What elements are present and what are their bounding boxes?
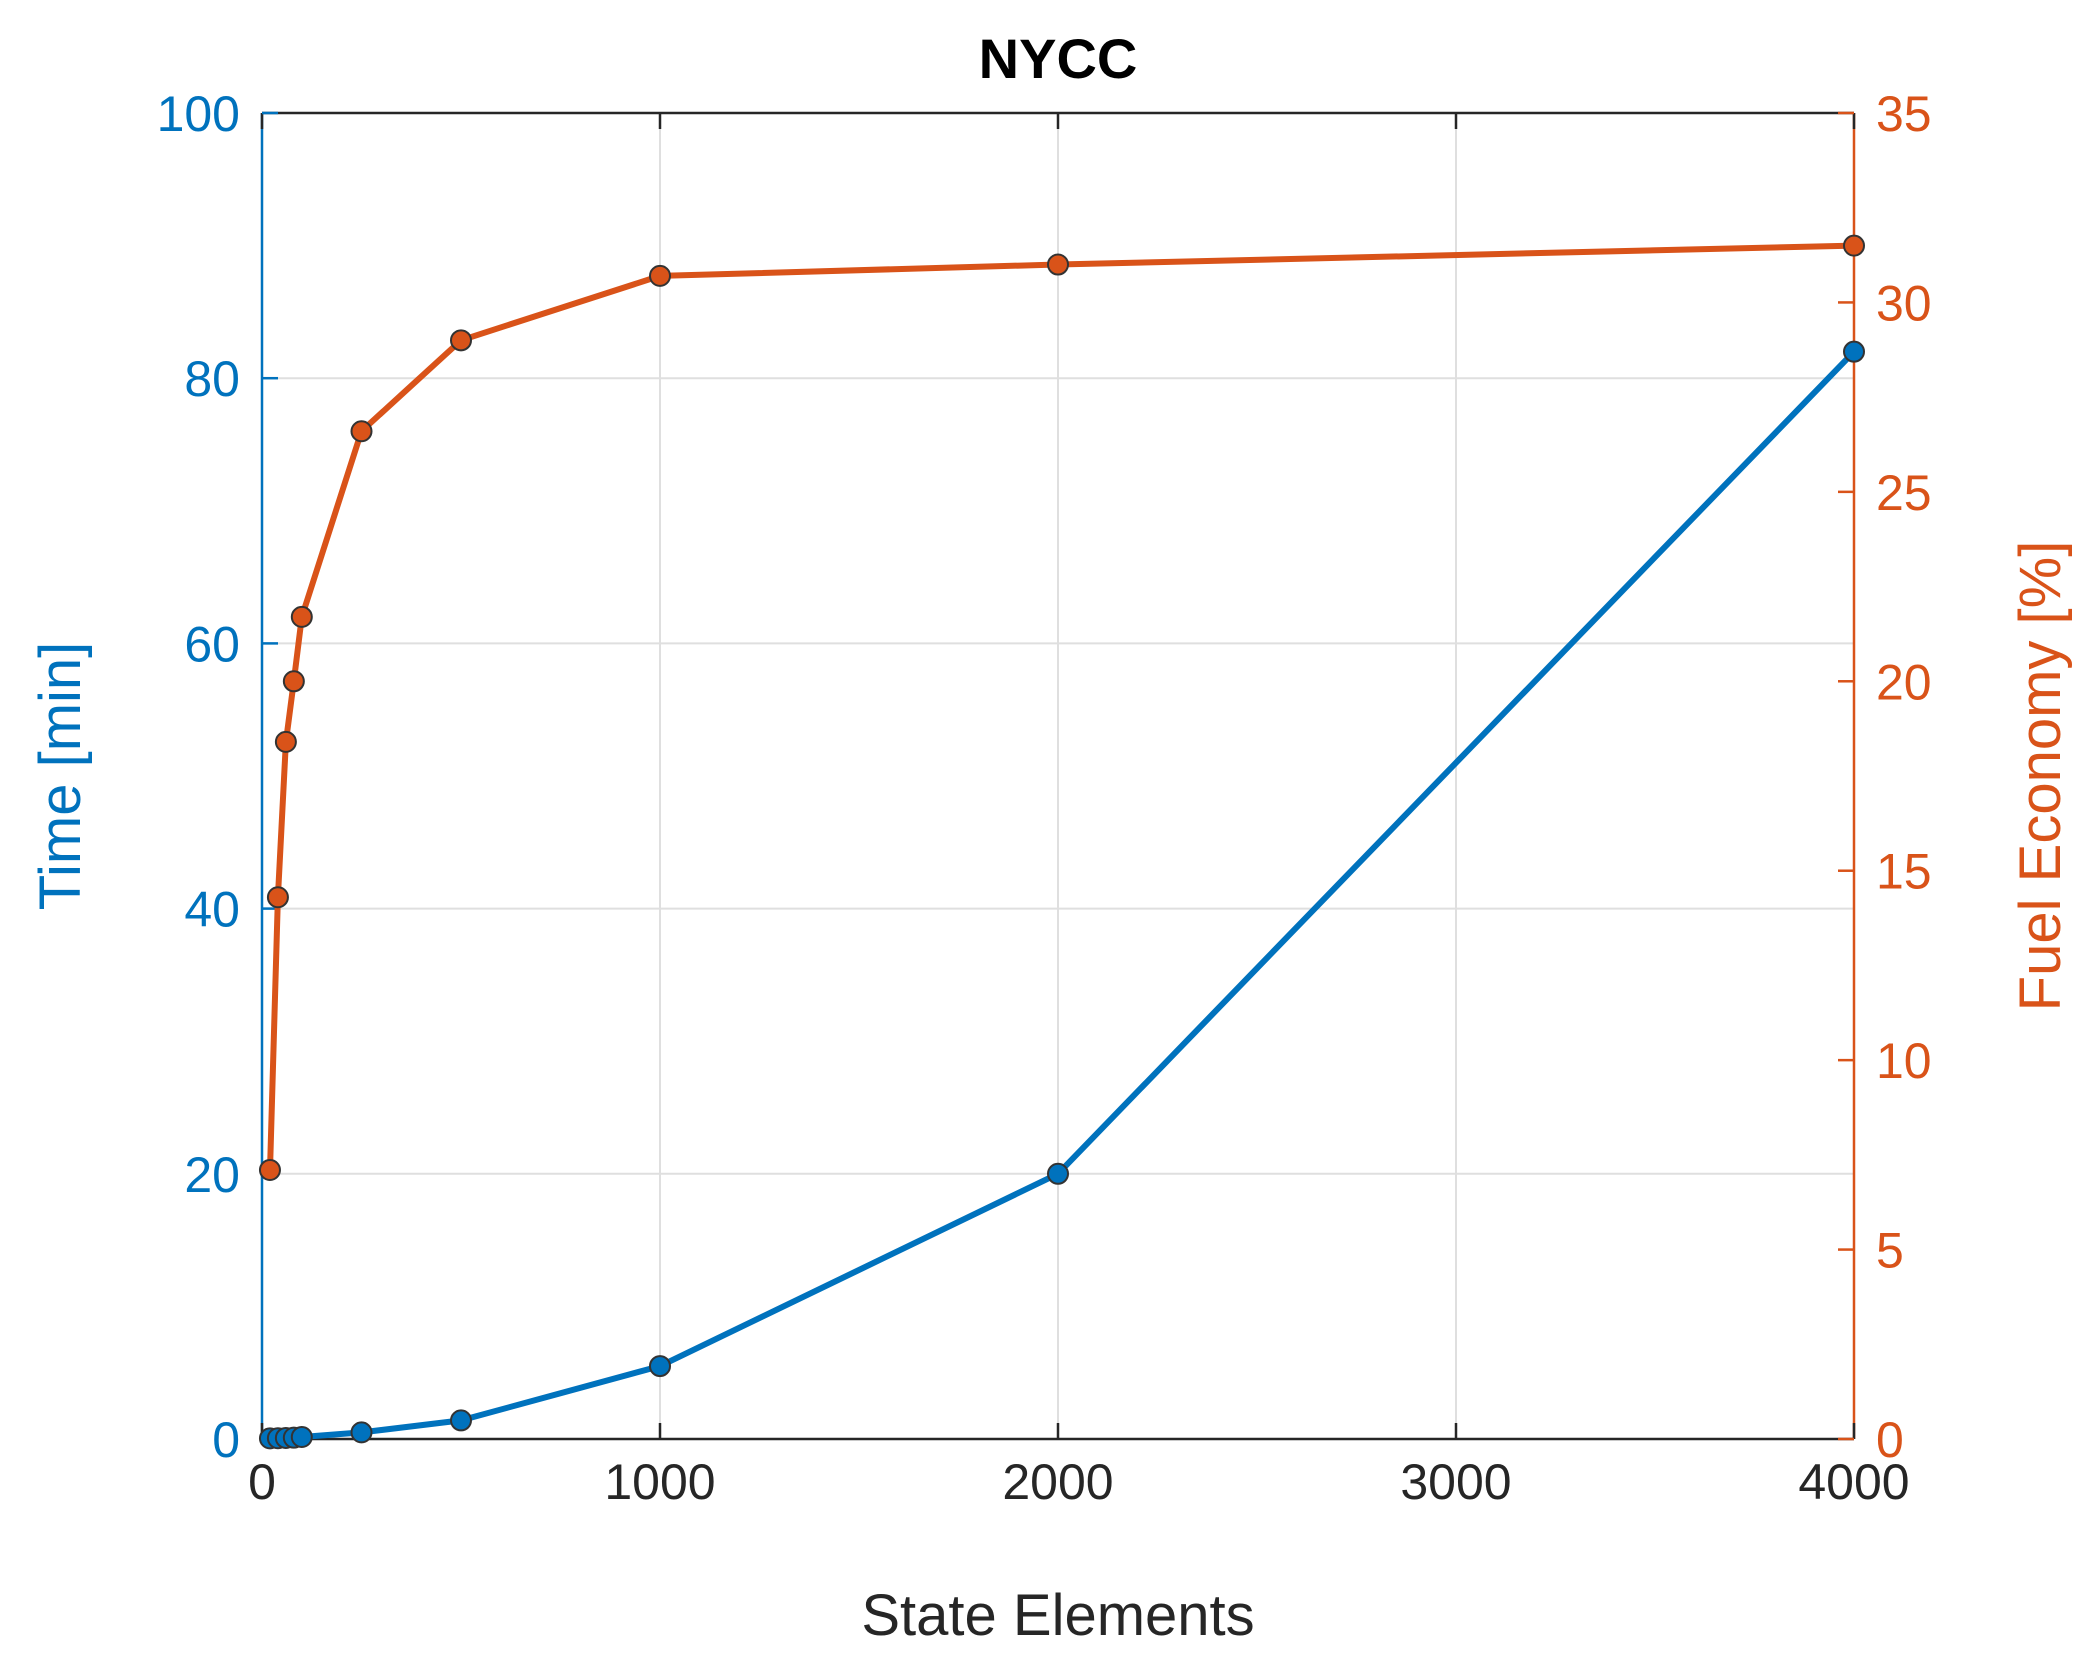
data-point-right (1047, 253, 1069, 276)
data-point-right (282, 670, 305, 693)
data-point-left (290, 1426, 313, 1449)
x-tick-label: 4000 (1798, 1454, 1909, 1510)
y-left-tick-label: 20 (184, 1147, 240, 1203)
y-left-tick-label: 80 (184, 351, 240, 407)
data-point-left (649, 1355, 671, 1378)
data-point-right (649, 264, 671, 287)
series-group (258, 234, 1865, 1450)
x-tick-label: 2000 (1002, 1454, 1113, 1510)
y-left-tick-label: 100 (157, 86, 240, 142)
y-right-tick-label: 0 (1876, 1412, 1904, 1468)
data-point-left (1843, 340, 1865, 363)
y-right-tick-label: 25 (1876, 465, 1932, 521)
chart-title: NYCC (979, 27, 1138, 90)
y-axis-left-label: Time [min] (28, 642, 93, 911)
data-point-left (1047, 1162, 1069, 1185)
data-point-right (258, 1159, 281, 1182)
data-point-right (1843, 234, 1865, 257)
x-tick-label: 1000 (604, 1454, 715, 1510)
data-point-right (350, 420, 373, 443)
y-right-tick-label: 15 (1876, 844, 1932, 900)
y-right-tick-label: 5 (1876, 1223, 1904, 1279)
y-right-tick-label: 30 (1876, 275, 1932, 331)
data-point-left (350, 1421, 373, 1444)
x-tick-label: 3000 (1400, 1454, 1511, 1510)
y-right-tick-label: 35 (1876, 86, 1932, 142)
y-right-tick-label: 20 (1876, 654, 1932, 710)
data-point-right (290, 605, 313, 628)
x-axis-label: State Elements (861, 1583, 1254, 1648)
data-point-right (266, 886, 289, 909)
data-point-left (450, 1409, 472, 1432)
series-line-right (267, 242, 1857, 1173)
data-point-right (274, 730, 297, 753)
y-right-tick-label: 10 (1876, 1033, 1932, 1089)
tick-labels: 0 1000 2000 3000 400002040608010005101520253… (157, 86, 1932, 1510)
y-axis-right-label: Fuel Economy [%] (2008, 541, 2073, 1012)
data-point-right (450, 329, 472, 352)
x-tick-label: 0 (248, 1454, 276, 1510)
y-left-tick-label: 40 (184, 882, 240, 938)
y-left-tick-label: 0 (212, 1412, 240, 1468)
y-left-tick-label: 60 (184, 616, 240, 672)
